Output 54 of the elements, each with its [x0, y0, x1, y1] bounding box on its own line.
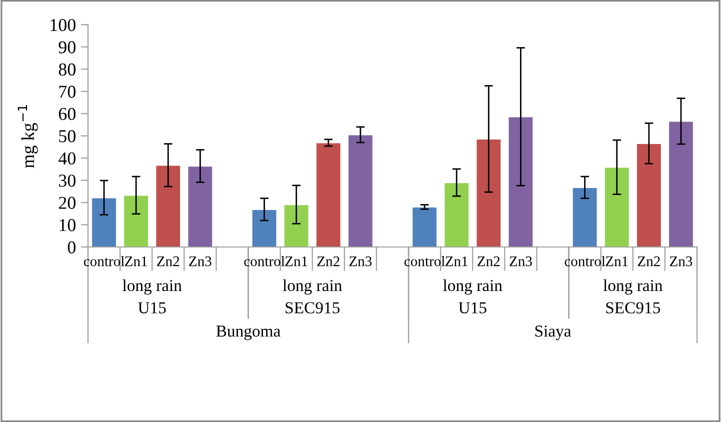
x-tick-label: Zn1: [606, 256, 628, 266]
bar: [347, 134, 374, 247]
x-tick-label: control: [244, 256, 285, 266]
bar: [315, 142, 342, 247]
bar: [572, 186, 598, 247]
x-tick-label: Zn1: [125, 256, 147, 266]
x-tick-label: control: [564, 256, 606, 266]
x-tick-label: control: [404, 256, 445, 266]
x-tick-label: Zn3: [189, 256, 212, 266]
x-tick-label: Zn3: [510, 256, 532, 266]
bar: [90, 197, 118, 247]
bar: [155, 164, 182, 247]
text: U15: [458, 302, 486, 314]
x-tick-label: Zn3: [670, 256, 692, 266]
x-tick-label: Zn1: [285, 256, 308, 266]
bar: [604, 166, 630, 247]
text: long rain: [443, 279, 502, 295]
y-tick-label: 80: [58, 63, 76, 76]
bar: [123, 194, 150, 247]
bar: [251, 208, 278, 247]
bar: [444, 182, 470, 247]
y-tick-label: 20: [58, 196, 76, 209]
text: Bungoma: [216, 326, 280, 340]
y-tick-label: 0: [68, 241, 76, 254]
bar: [187, 166, 214, 247]
text: long rain: [282, 279, 342, 295]
text: long rain: [122, 279, 182, 295]
x-tick-label: Zn2: [157, 256, 180, 266]
x-tick-label: Zn2: [478, 256, 500, 266]
y-tick-label: 70: [59, 86, 76, 98]
bar: [411, 206, 438, 247]
y-tick-label: 40: [58, 152, 76, 165]
text: SEC915: [606, 302, 660, 314]
y-tick-label: 60: [58, 108, 76, 120]
bar: [283, 204, 310, 247]
y-tick-label: 10: [60, 219, 76, 232]
text: SEC915: [286, 302, 340, 314]
bar: [668, 120, 694, 247]
x-tick-label: Zn3: [349, 256, 372, 266]
text: Siaya: [535, 326, 572, 340]
x-tick-label: control: [84, 256, 124, 266]
bar: [508, 116, 534, 247]
text: long rain: [603, 279, 662, 295]
y-axis-title: mg kg$^{−1}$: [18, 105, 38, 168]
y-tick-label: 100: [50, 18, 76, 32]
text: U15: [138, 302, 166, 314]
y-tick-label: 30: [59, 174, 76, 187]
x-tick-label: Zn2: [638, 256, 660, 266]
bar: [636, 142, 662, 247]
y-tick-label: 90: [58, 41, 76, 54]
bar: [476, 138, 502, 247]
y-tick-label: 50: [59, 130, 76, 142]
x-tick-label: Zn1: [446, 256, 468, 266]
x-tick-label: Zn2: [317, 256, 340, 266]
